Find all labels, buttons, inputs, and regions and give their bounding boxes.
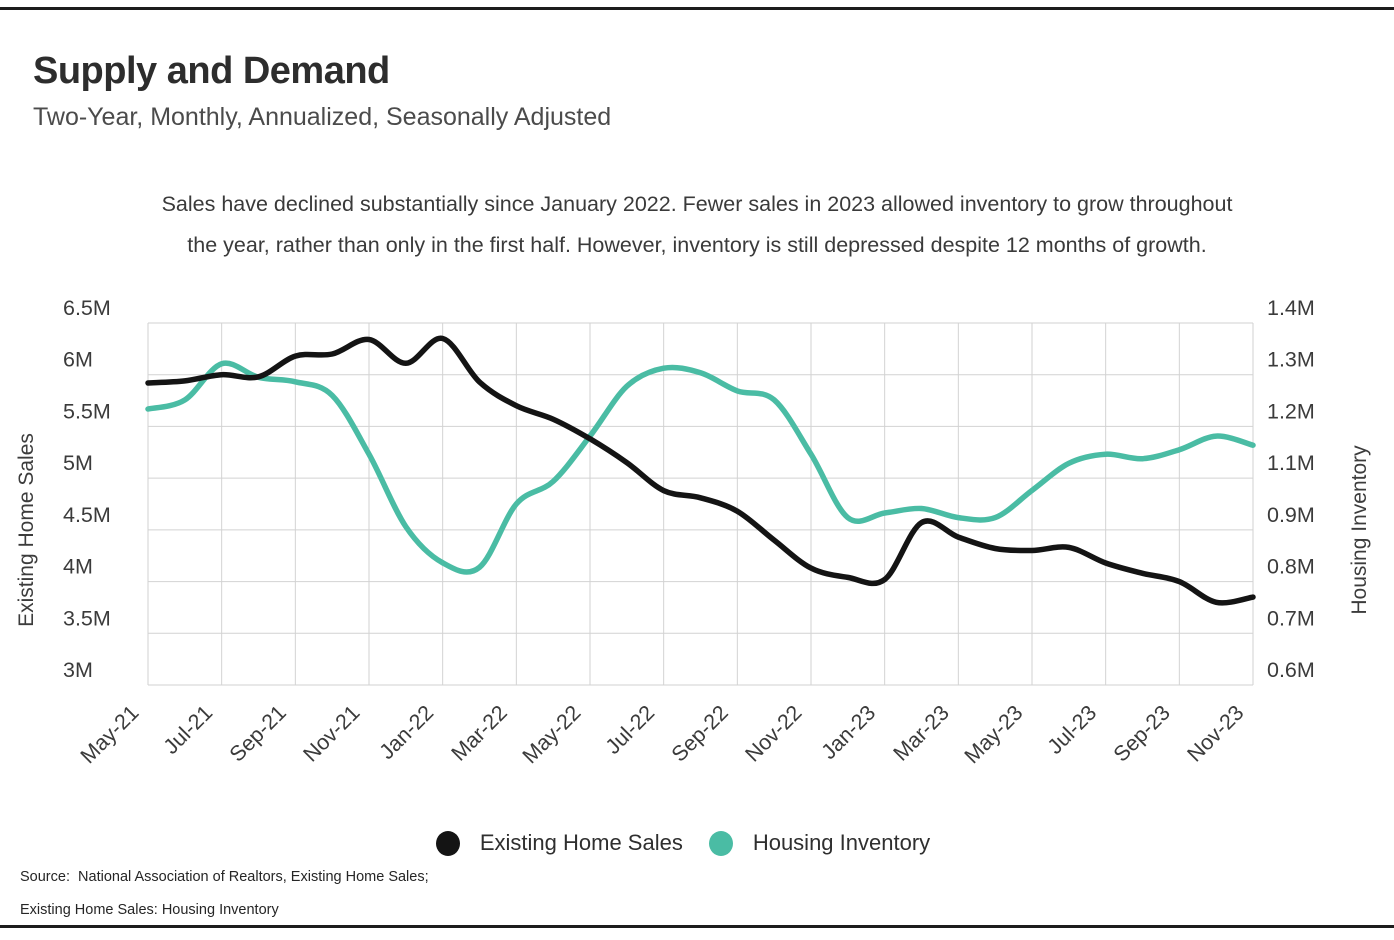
right-tick-label: 0.9M (1267, 503, 1315, 527)
right-tick-label: 1.2M (1267, 399, 1315, 423)
page-subtitle: Two-Year, Monthly, Annualized, Seasonall… (33, 103, 612, 131)
page-title: Supply and Demand (33, 50, 390, 92)
x-tick-label: Mar-23 (889, 701, 954, 766)
x-tick-label: Nov-21 (299, 701, 365, 767)
x-tick-label: Jul-23 (1043, 701, 1101, 759)
series-line-housing-inventory (145, 360, 1256, 575)
source-text-line1: Source: National Association of Realtors… (20, 869, 429, 885)
x-tick-label: May-21 (76, 701, 144, 769)
left-tick-label: 3.5M (63, 606, 111, 630)
left-tick-label: 4M (63, 555, 93, 579)
left-tick-label: 3M (63, 658, 93, 682)
x-tick-label: Sep-21 (225, 701, 291, 767)
sales-series-swatch-icon (435, 830, 460, 856)
x-tick-label: Nov-23 (1183, 701, 1249, 767)
legend-item-existing-home-sales: Existing Home Sales (435, 830, 683, 856)
x-tick-label: May-22 (518, 701, 586, 769)
bottom-rule (0, 925, 1394, 928)
left-tick-label: 6.5M (63, 296, 111, 320)
legend-label: Existing Home Sales (479, 830, 683, 855)
chart-annotation: Sales have declined substantially since … (161, 192, 1233, 257)
inventory-series-swatch-icon (708, 830, 733, 856)
right-tick-label: 0.6M (1267, 658, 1315, 682)
left-tick-label: 4.5M (63, 503, 111, 527)
right-tick-label: 1.1M (1267, 451, 1315, 475)
source-text-line2: Existing Home Sales: Housing Inventory (20, 902, 279, 918)
x-tick-label: Jul-22 (601, 701, 659, 759)
x-tick-label: Sep-22 (667, 701, 733, 767)
x-tick-label: Sep-23 (1109, 701, 1175, 767)
x-tick-label: May-23 (960, 701, 1028, 769)
right-tick-label: 1.4M (1267, 296, 1315, 320)
top-rule (0, 7, 1394, 10)
chart-legend: Existing Home Sales Housing Inventory (0, 830, 1380, 856)
left-tick-label: 6M (63, 348, 93, 372)
right-tick-label: 0.8M (1267, 555, 1315, 579)
right-tick-label: 0.7M (1267, 606, 1315, 630)
left-tick-label: 5M (63, 451, 93, 475)
legend-item-housing-inventory: Housing Inventory (708, 830, 931, 856)
x-tick-label: Jan-22 (375, 701, 438, 764)
legend-label: Housing Inventory (752, 830, 931, 855)
left-tick-label: 5.5M (63, 399, 111, 423)
x-tick-label: Mar-22 (447, 701, 512, 766)
x-tick-label: Nov-22 (741, 701, 807, 767)
series-line-existing-home-sales (145, 335, 1256, 606)
x-tick-label: Jul-21 (159, 701, 217, 759)
x-tick-label: Jan-23 (817, 701, 880, 764)
right-tick-label: 1.3M (1267, 348, 1315, 372)
